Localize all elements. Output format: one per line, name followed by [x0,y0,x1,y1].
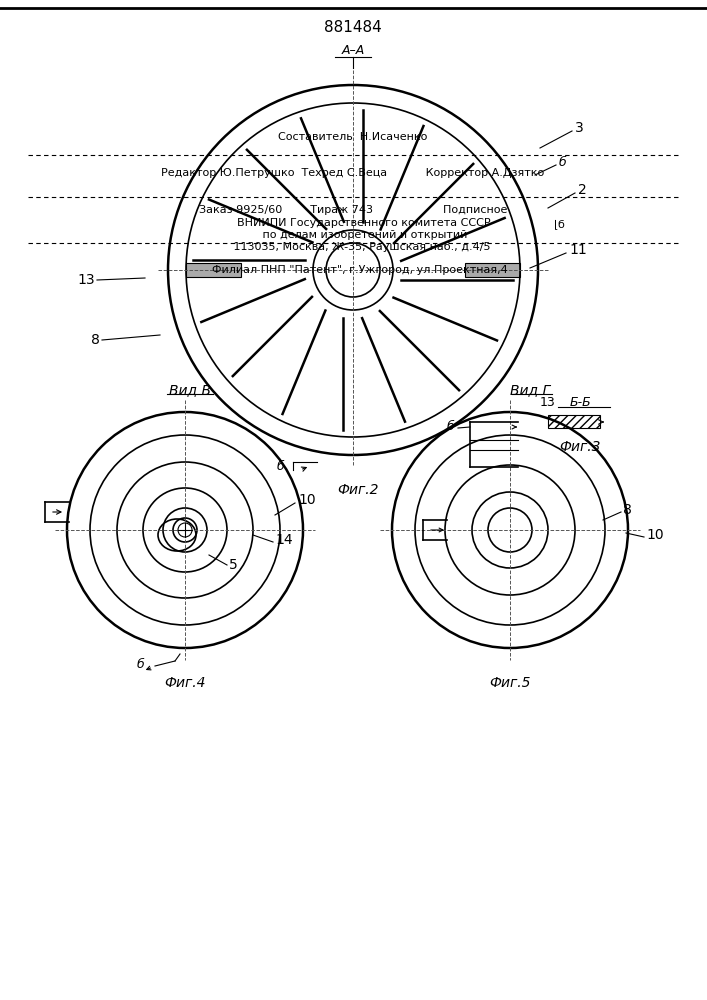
Bar [465,263,520,277]
Text: Составитель  Н.Исаченко: Составитель Н.Исаченко [279,132,428,142]
Text: Фиг.5: Фиг.5 [489,676,531,690]
Text: Заказ 9925/60        Тираж 743                    Подписное: Заказ 9925/60 Тираж 743 Подписное [199,205,507,215]
Text: 13: 13 [77,273,95,287]
Text: 10: 10 [646,528,664,542]
Text: 3: 3 [575,121,584,135]
Text: 113035, Москва, Ж-35, Раушская наб., д.4/5: 113035, Москва, Ж-35, Раушская наб., д.4… [216,242,490,252]
Text: Фиг.3: Фиг.3 [559,440,601,454]
Text: по делам изобретений и открытий: по делам изобретений и открытий [238,230,468,240]
Text: Фиг.2: Фиг.2 [337,483,379,497]
Text: $\lfloor$б: $\lfloor$б [553,218,566,232]
Text: А–А: А–А [341,43,365,56]
Text: 8: 8 [623,503,632,517]
Text: б: б [276,460,284,474]
Text: 8: 8 [91,333,100,347]
Text: 2: 2 [578,183,587,197]
Text: Вид В: Вид В [169,383,211,397]
Text: Вид Г: Вид Г [510,383,550,397]
Text: 10: 10 [298,493,315,507]
Bar [548,415,600,428]
Text: Филиал ПНП "Патент", г.Ужгород, ул.Проектная,4: Филиал ПНП "Патент", г.Ужгород, ул.Проек… [198,265,508,275]
Text: Фиг.4: Фиг.4 [164,676,206,690]
Text: 11: 11 [569,243,587,257]
Text: Редактор Ю.Петрушко  Техред С.Веца           Корректор А.Дзятко: Редактор Ю.Петрушко Техред С.Веца Коррек… [161,168,544,178]
Text: б: б [136,658,144,670]
Text: б: б [446,420,454,434]
Text: 13: 13 [540,396,556,410]
Text: Б-Б: Б-Б [570,396,592,410]
Text: 881484: 881484 [324,20,382,35]
Bar [186,263,241,277]
Text: 14: 14 [275,533,293,547]
Text: б: б [559,155,567,168]
Text: ВНИИПИ Государственного комитета СССР: ВНИИПИ Государственного комитета СССР [216,218,491,228]
Text: 5: 5 [229,558,238,572]
